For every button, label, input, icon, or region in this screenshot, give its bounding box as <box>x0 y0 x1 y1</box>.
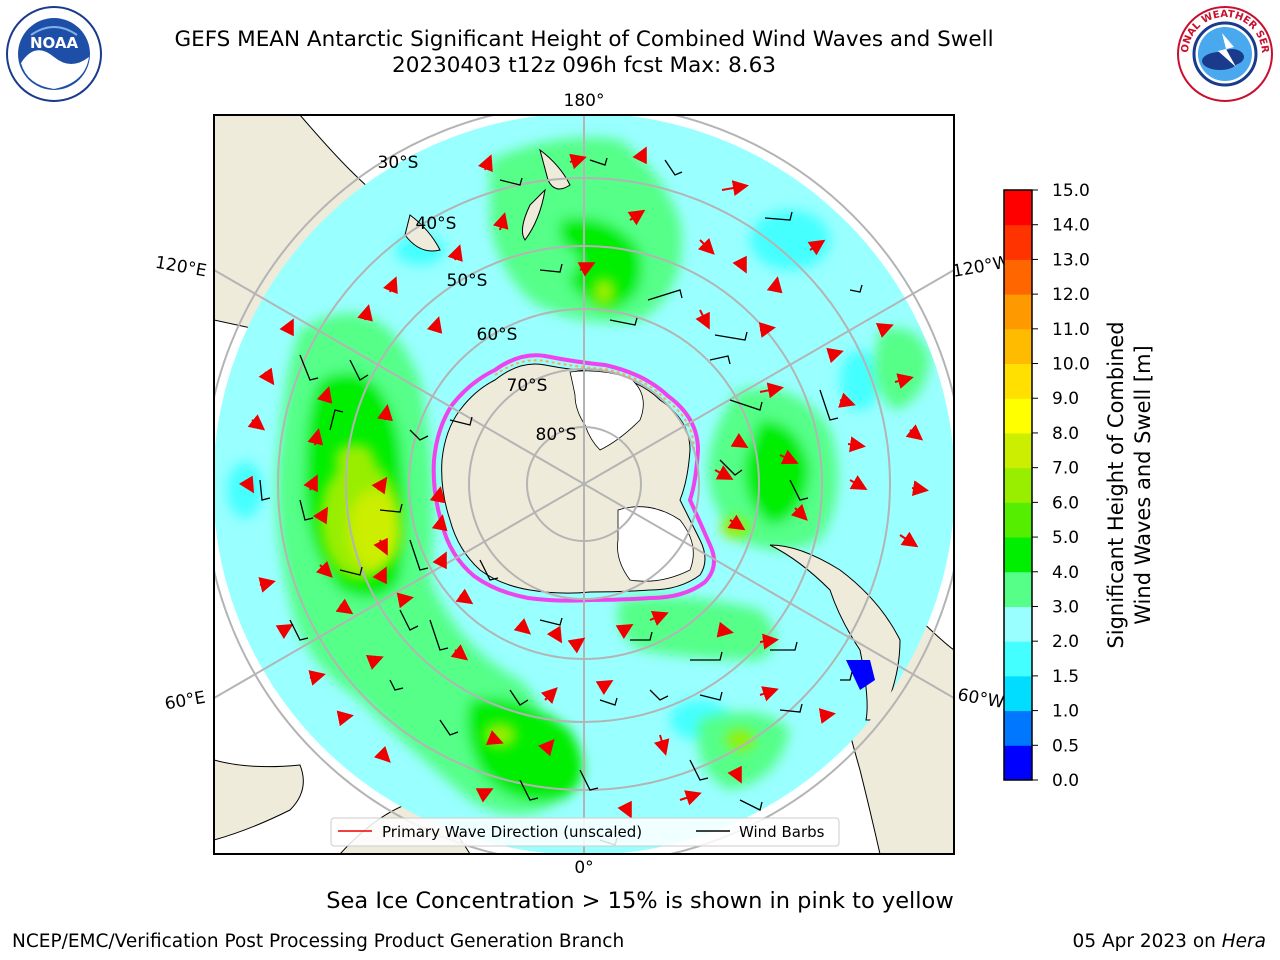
colorbar-swatch <box>1004 224 1032 260</box>
lat-label-70s: 70°S <box>507 376 548 396</box>
colorbar-swatch <box>1004 328 1032 365</box>
nws-logo: NATIONAL WEATHER SERVICE <box>1176 5 1273 102</box>
colorbar-tick-label: 0.5 <box>1052 736 1079 756</box>
colorbar-swatch <box>1004 537 1032 573</box>
colorbar-tick-label: 15.0 <box>1052 181 1090 201</box>
colorbar-tick-label: 14.0 <box>1052 216 1090 236</box>
colorbar-tick-label: 1.5 <box>1052 667 1079 687</box>
colorbar-tick-label: 3.0 <box>1052 597 1079 617</box>
colorbar-swatch <box>1004 467 1032 503</box>
colorbar-swatch <box>1004 363 1032 399</box>
colorbar-tick-label: 12.0 <box>1052 285 1090 305</box>
colorbar-tick-label: 7.0 <box>1052 459 1079 479</box>
lon-label-120w: 120°W <box>951 252 1012 282</box>
colorbar-tick-label: 10.0 <box>1052 355 1090 375</box>
colorbar: 0.0 0.5 1.0 1.5 2.0 3.0 4.0 5.0 6.0 7.0 8.0 9.0 10.0… <box>1003 181 1090 791</box>
colorbar-swatch <box>1004 502 1032 538</box>
sea-ice-note: Sea Ice Concentration > 15% is shown in … <box>326 888 954 914</box>
lon-label-60w: 60°W <box>956 685 1006 713</box>
legend-wind-barbs: Wind Barbs <box>739 823 825 841</box>
svg-text:NOAA: NOAA <box>30 34 79 52</box>
colorbar-swatch <box>1004 675 1032 712</box>
footer-date: 05 Apr 2023 on Hera <box>1072 931 1266 952</box>
colorbar-tick-label: 11.0 <box>1052 320 1090 340</box>
colorbar-tick-label: 9.0 <box>1052 389 1079 409</box>
lon-label-180: 180° <box>564 91 605 111</box>
colorbar-tick-label: 0.0 <box>1052 771 1079 791</box>
colorbar-swatch <box>1004 710 1032 746</box>
lat-label-80s: 80°S <box>536 425 577 445</box>
map-legend: Primary Wave Direction (unscaled) Wind B… <box>330 817 840 847</box>
footer-branch: NCEP/EMC/Verification Post Processing Pr… <box>12 931 625 952</box>
colorbar-tick-label: 5.0 <box>1052 528 1079 548</box>
colorbar-tick-label: 13.0 <box>1052 250 1090 270</box>
colorbar-swatch <box>1004 294 1032 330</box>
colorbar-tick-label: 2.0 <box>1052 632 1079 652</box>
chart-title: GEFS MEAN Antarctic Significant Height o… <box>174 27 994 52</box>
noaa-logo: NOAA <box>6 6 102 102</box>
colorbar-swatch <box>1004 259 1032 295</box>
chart-subtitle: 20230403 t12z 096h fcst Max: 8.63 <box>392 53 776 78</box>
lat-label-30s: 30°S <box>378 153 419 173</box>
footer-system: Hera <box>1221 931 1266 952</box>
colorbar-tick-label: 8.0 <box>1052 424 1079 444</box>
colorbar-label: Significant Height of Combined Wind Wave… <box>1104 321 1155 649</box>
colorbar-swatch <box>1004 571 1032 607</box>
lon-label-0: 0° <box>574 858 593 878</box>
lat-label-40s: 40°S <box>416 214 457 234</box>
colorbar-tick-label: 1.0 <box>1052 702 1079 722</box>
lon-label-120e: 120°E <box>154 253 208 282</box>
lon-label-60e: 60°E <box>163 688 207 715</box>
colorbar-swatch <box>1004 190 1032 226</box>
colorbar-tick-label: 6.0 <box>1052 493 1079 513</box>
lat-label-50s: 50°S <box>447 271 488 291</box>
lat-label-60s: 60°S <box>477 325 518 345</box>
colorbar-tick-label: 4.0 <box>1052 563 1079 583</box>
legend-wave-direction: Primary Wave Direction (unscaled) <box>382 823 642 841</box>
colorbar-swatch <box>1004 606 1032 642</box>
colorbar-swatch <box>1004 432 1032 469</box>
colorbar-frame <box>1003 189 1033 781</box>
colorbar-swatch <box>1004 398 1032 434</box>
colorbar-swatch <box>1004 745 1032 781</box>
colorbar-swatch <box>1004 641 1032 677</box>
